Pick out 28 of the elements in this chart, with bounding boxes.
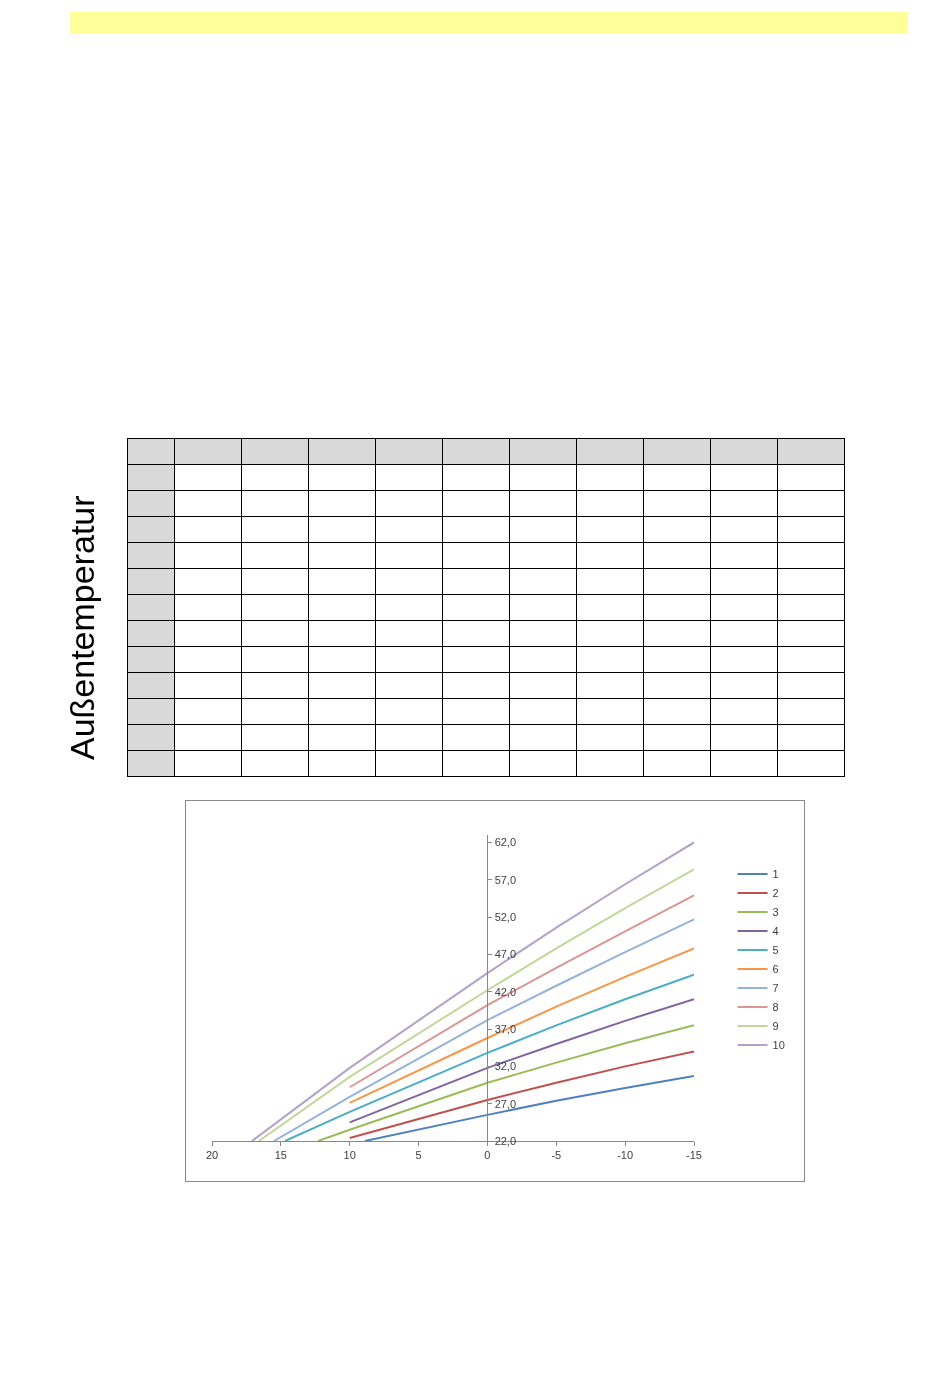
legend-label: 7 <box>772 982 779 995</box>
text: Außentemperatur <box>62 495 102 760</box>
legend-label: 8 <box>772 1001 779 1014</box>
legend-label: 4 <box>772 925 779 938</box>
legend-label: 2 <box>772 887 779 900</box>
legend-label: 6 <box>772 963 779 976</box>
legend-label: 9 <box>772 1020 779 1033</box>
y-tick-label: 27,0 <box>494 1097 517 1110</box>
y-tick-label: 32,0 <box>494 1060 517 1073</box>
x-tick-label: -15 <box>686 1149 702 1162</box>
y-tick-label: 57,0 <box>494 873 517 886</box>
legend-label: 5 <box>772 944 779 957</box>
legend-label: 3 <box>772 906 779 919</box>
y-tick-label: 47,0 <box>494 948 517 961</box>
x-tick-label: -5 <box>551 1149 562 1162</box>
x-tick-label: 15 <box>274 1149 287 1162</box>
y-tick-label: 52,0 <box>494 910 517 923</box>
y-tick-label: 62,0 <box>494 836 517 849</box>
x-tick-label: -10 <box>617 1149 634 1162</box>
x-tick-label: 10 <box>343 1149 356 1162</box>
line-series <box>348 894 694 1089</box>
x-tick-label: 5 <box>415 1149 422 1162</box>
x-tick-label: 0 <box>484 1149 491 1162</box>
legend-label: 10 <box>772 1039 785 1052</box>
y-tick-label: 42,0 <box>494 985 517 998</box>
x-tick-label: 20 <box>205 1149 219 1162</box>
line-series <box>348 998 694 1124</box>
legend-label: 1 <box>772 868 779 881</box>
